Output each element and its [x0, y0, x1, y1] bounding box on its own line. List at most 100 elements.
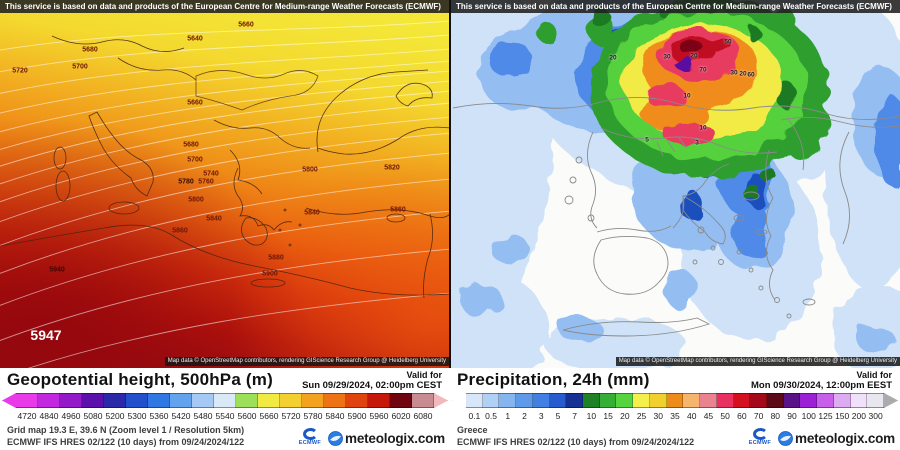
scale-tip-left — [452, 393, 466, 408]
valid-for-label: Valid for — [856, 370, 892, 380]
scale-tick-label: 100 — [801, 411, 816, 421]
precip-value-label: 5 — [645, 136, 649, 144]
grid-info: Grid map 19.3 E, 39.6 N (Zoom level 1 / … — [7, 425, 245, 435]
contour-value-label: 5660 — [238, 21, 254, 29]
contour-value-label: 5800 — [302, 166, 318, 174]
scale-tip-left — [2, 393, 16, 408]
scale-segment — [148, 393, 170, 408]
precip-value-label: 3 — [695, 139, 699, 147]
scale-tick-label: 90 — [787, 411, 797, 421]
scale-segment — [412, 393, 434, 408]
ecmwf-logo[interactable]: ECMWF — [299, 427, 321, 447]
valid-for-label: Valid for — [406, 370, 442, 380]
scale-segment — [466, 393, 483, 408]
scale-segment — [302, 393, 324, 408]
precip-value-label: 20 — [690, 52, 698, 60]
ecmwf-c-icon — [752, 427, 766, 440]
scale-tick-label: 7 — [572, 411, 578, 421]
contour-value-label: 5760 — [198, 178, 214, 186]
scale-tick-label: 60 — [737, 411, 747, 421]
contour-value-label: 5680 — [183, 141, 199, 149]
scale-segment — [784, 393, 801, 408]
scale-tick-label: 5480 — [193, 411, 213, 421]
scale-segment — [236, 393, 258, 408]
contour-value-label: 5720 — [12, 67, 28, 75]
precip-value-label: 10 — [699, 124, 707, 132]
scale-segment — [600, 393, 617, 408]
scale-tick-label: 2 — [522, 411, 527, 421]
scale-tick-label: 5300 — [127, 411, 147, 421]
precip-value-label: 20 — [739, 70, 747, 78]
scale-tick-label: 5840 — [325, 411, 345, 421]
contour-value-label: 5880 — [268, 254, 284, 262]
page-title-right: Precipitation, 24h (mm) — [457, 370, 650, 389]
scale-segment — [750, 393, 767, 408]
scale-tick-label: 20 — [620, 411, 630, 421]
scale-segment — [38, 393, 60, 408]
scale-tick-label: 5660 — [259, 411, 279, 421]
contour-value-label: 5900 — [262, 270, 278, 278]
scale-tick-label: 150 — [835, 411, 850, 421]
contour-value-label: 5660 — [187, 99, 203, 107]
contour-value-label: 5740 — [203, 170, 219, 178]
scale-tick-label: 4840 — [39, 411, 59, 421]
scale-tick-label: 5540 — [215, 411, 235, 421]
scale-tick-label: 10 — [586, 411, 597, 421]
scale-tick-label: 5 — [555, 411, 561, 421]
scale-segment — [104, 393, 126, 408]
scale-segment — [60, 393, 82, 408]
geopotential-color-scale — [2, 393, 448, 408]
scale-segment — [390, 393, 412, 408]
precipitation-map-image — [451, 0, 900, 368]
model-info-right: ECMWF IFS HRES 02/122 (10 days) from 09/… — [457, 437, 695, 447]
scale-segment — [717, 393, 734, 408]
logos-left: ECMWF meteologix.com — [299, 427, 445, 447]
scale-tick-label: 35 — [670, 411, 680, 421]
valid-for-right: Valid for Mon 09/30/2024, 12:00pm EEST — [751, 370, 892, 391]
meteologix-logo-text: meteologix.com — [795, 431, 895, 446]
scale-tick-label: 300 — [868, 411, 883, 421]
scale-tick-label: 6080 — [413, 411, 433, 421]
scale-tick-label: 40 — [686, 411, 697, 421]
scale-segments — [16, 393, 434, 408]
scale-tick-label: 5720 — [281, 411, 301, 421]
scale-segment — [82, 393, 104, 408]
precip-value-label: 30 — [663, 53, 671, 61]
scale-segment — [126, 393, 148, 408]
page-title-left: Geopotential height, 500hPa (m) — [7, 370, 273, 389]
ecmwf-logo[interactable]: ECMWF — [749, 427, 771, 447]
contour-value-label: 5860 — [390, 206, 406, 214]
ecmwf-service-banner: This service is based on data and produc… — [451, 0, 900, 13]
scale-tick-label: 4960 — [61, 411, 81, 421]
meteologix-logo[interactable]: meteologix.com — [778, 431, 895, 446]
scale-segment — [483, 393, 500, 408]
scale-segments — [466, 393, 884, 408]
scale-segment — [170, 393, 192, 408]
contour-value-label: 5860 — [172, 227, 188, 235]
contour-value-label: 5640 — [187, 35, 203, 43]
valid-for-left: Valid for Sun 09/29/2024, 02:00pm CEST — [302, 370, 442, 391]
scale-segment — [499, 393, 516, 408]
contour-value-label: 5700 — [72, 63, 88, 71]
geopotential-map: This service is based on data and produc… — [0, 0, 450, 369]
scale-segment — [851, 393, 868, 408]
scale-segment — [817, 393, 834, 408]
scale-segment — [633, 393, 650, 408]
scale-segment — [324, 393, 346, 408]
scale-segment — [583, 393, 600, 408]
precipitation-scale-ticks: 0.1 0.5 1 2 3 5 7 10 15 20 25 30 35 40 45 50 60 70 80 90 100… — [466, 411, 884, 421]
scale-segment — [834, 393, 851, 408]
precip-value-label: 10 — [683, 92, 691, 100]
scale-segment — [734, 393, 751, 408]
scale-segment — [700, 393, 717, 408]
scale-tick-label: 0.1 — [468, 411, 481, 421]
scale-tick-label: 3 — [538, 411, 544, 421]
region-label: Greece — [457, 425, 488, 435]
meteologix-logo[interactable]: meteologix.com — [328, 431, 445, 446]
scale-segment — [566, 393, 583, 408]
scale-tick-label: 25 — [636, 411, 647, 421]
scale-tick-label: 0.5 — [485, 411, 497, 421]
meteologix-globe-icon — [778, 431, 793, 446]
scale-segment — [533, 393, 550, 408]
